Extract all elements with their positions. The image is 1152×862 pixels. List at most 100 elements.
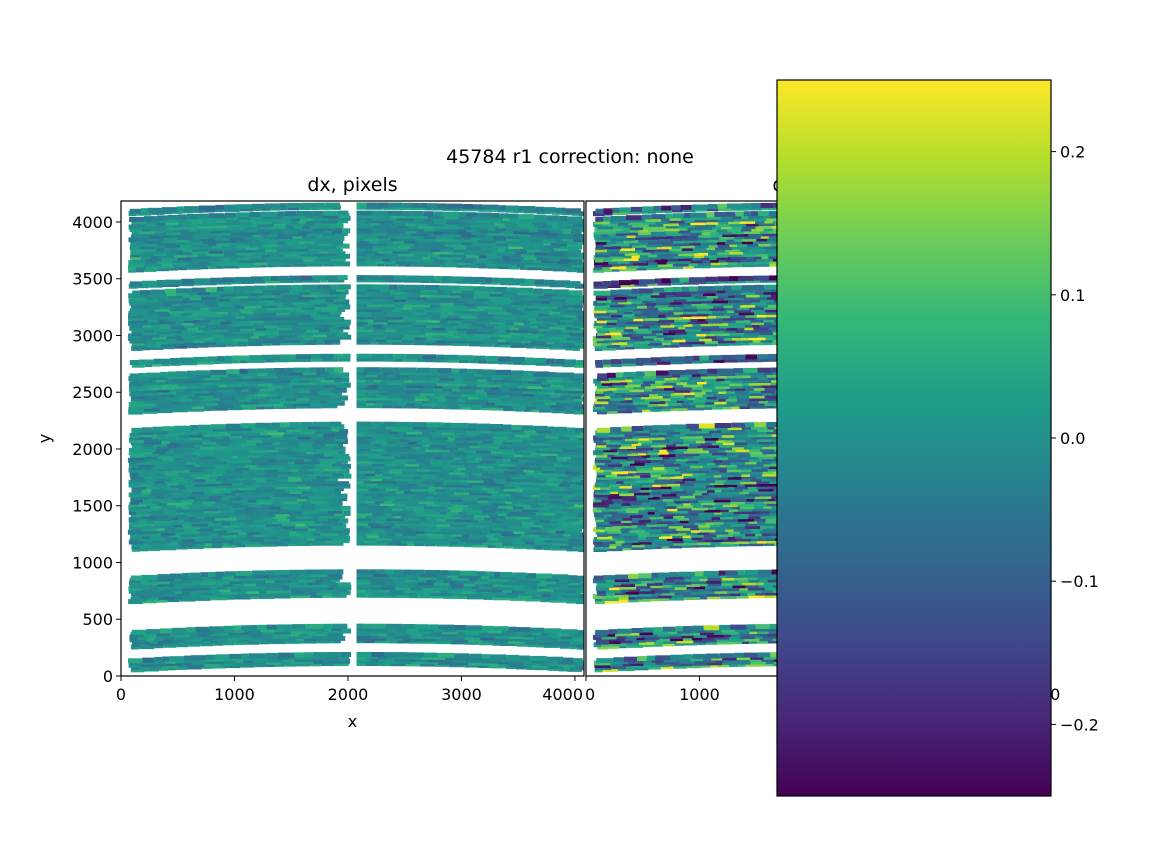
scatter-point — [577, 575, 584, 581]
scatter-point — [256, 497, 274, 503]
scatter-point — [170, 399, 182, 405]
scatter-point — [291, 588, 304, 593]
scatter-point — [574, 378, 584, 384]
scatter-point — [460, 232, 477, 238]
scatter-point — [243, 384, 256, 390]
scatter-point — [487, 589, 497, 595]
scatter-point — [269, 239, 277, 245]
scatter-point — [339, 652, 351, 657]
scatter-point — [267, 231, 278, 237]
scatter-point — [558, 538, 568, 544]
scatter-point — [163, 227, 175, 233]
scatter-point — [267, 391, 279, 397]
scatter-point — [294, 401, 311, 407]
scatter-point — [170, 578, 184, 584]
scatter-point — [528, 293, 538, 299]
scatter-point — [395, 579, 405, 585]
scatter-point — [493, 571, 501, 577]
scatter-point — [406, 511, 417, 517]
scatter-point — [196, 531, 210, 537]
scatter-point — [371, 210, 388, 216]
scatter-point — [236, 212, 250, 218]
scatter-point — [250, 290, 264, 296]
scatter-point — [471, 537, 487, 543]
scatter-point — [547, 316, 560, 322]
scatter-point — [378, 387, 390, 393]
scatter-point — [175, 250, 192, 256]
scatter-point — [189, 262, 206, 268]
scatter-point — [294, 335, 304, 341]
scatter-point — [513, 375, 521, 381]
scatter-point — [321, 356, 339, 362]
scatter-point — [415, 307, 425, 313]
scatter-point — [249, 465, 265, 471]
scatter-point — [265, 652, 279, 658]
scatter-point — [244, 303, 262, 309]
scatter-point — [336, 251, 346, 257]
scatter-point — [141, 297, 159, 303]
scatter-point — [430, 590, 441, 596]
scatter-point — [152, 473, 169, 479]
scatter-point — [482, 654, 491, 660]
scatter-point — [138, 229, 156, 235]
scatter-point — [144, 266, 157, 272]
scatter-point — [146, 256, 162, 262]
scatter-point — [236, 371, 246, 377]
scatter-point — [320, 579, 336, 585]
scatter-point — [245, 252, 263, 258]
scatter-point — [565, 449, 583, 455]
scatter-point — [338, 210, 349, 216]
scatter-point — [213, 518, 227, 524]
scatter-point — [211, 633, 228, 639]
scatter-point — [224, 212, 237, 218]
scatter-point — [247, 341, 263, 347]
scatter-point — [154, 306, 171, 312]
scatter-point — [424, 541, 437, 547]
scatter-point — [409, 593, 419, 599]
scatter-point — [205, 261, 218, 267]
scatter-point — [395, 530, 403, 536]
scatter-point — [459, 355, 474, 361]
scatter-point — [263, 234, 274, 240]
scatter-point — [543, 635, 558, 641]
scatter-point — [521, 536, 534, 542]
scatter-point — [255, 580, 272, 586]
scatter-point — [459, 472, 469, 478]
scatter-point — [136, 292, 151, 298]
scatter-point — [216, 240, 231, 246]
scatter-point — [192, 300, 206, 306]
scatter-point — [435, 338, 446, 343]
scatter-point — [170, 573, 183, 579]
scatter-point — [260, 529, 269, 535]
scatter-point — [506, 239, 523, 244]
scatter-point — [251, 457, 269, 463]
scatter-point — [314, 294, 324, 300]
scatter-point — [494, 631, 510, 637]
scatter-point — [323, 294, 338, 300]
scatter-point — [481, 490, 492, 496]
scatter-point — [356, 651, 372, 657]
scatter-point — [385, 592, 397, 598]
scatter-point — [153, 403, 162, 409]
scatter-point — [416, 367, 431, 373]
scatter-point — [365, 251, 375, 257]
scatter-point — [377, 238, 394, 244]
scatter-point — [437, 401, 448, 407]
scatter-point — [498, 317, 506, 323]
scatter-point — [129, 391, 144, 397]
scatter-point — [566, 516, 580, 522]
scatter-point — [521, 360, 536, 366]
scatter-point — [277, 373, 285, 379]
scatter-point — [278, 652, 294, 658]
scatter-point — [516, 641, 528, 647]
scatter-point — [483, 525, 493, 531]
scatter-point — [409, 370, 420, 376]
scatter-point — [446, 396, 458, 402]
scatter-point — [175, 313, 188, 319]
scatter-point — [164, 485, 180, 491]
scatter-point — [430, 246, 441, 252]
scatter-point — [525, 588, 539, 594]
scatter-point — [265, 531, 274, 537]
scatter-point — [197, 526, 214, 532]
scatter-point — [170, 404, 185, 410]
